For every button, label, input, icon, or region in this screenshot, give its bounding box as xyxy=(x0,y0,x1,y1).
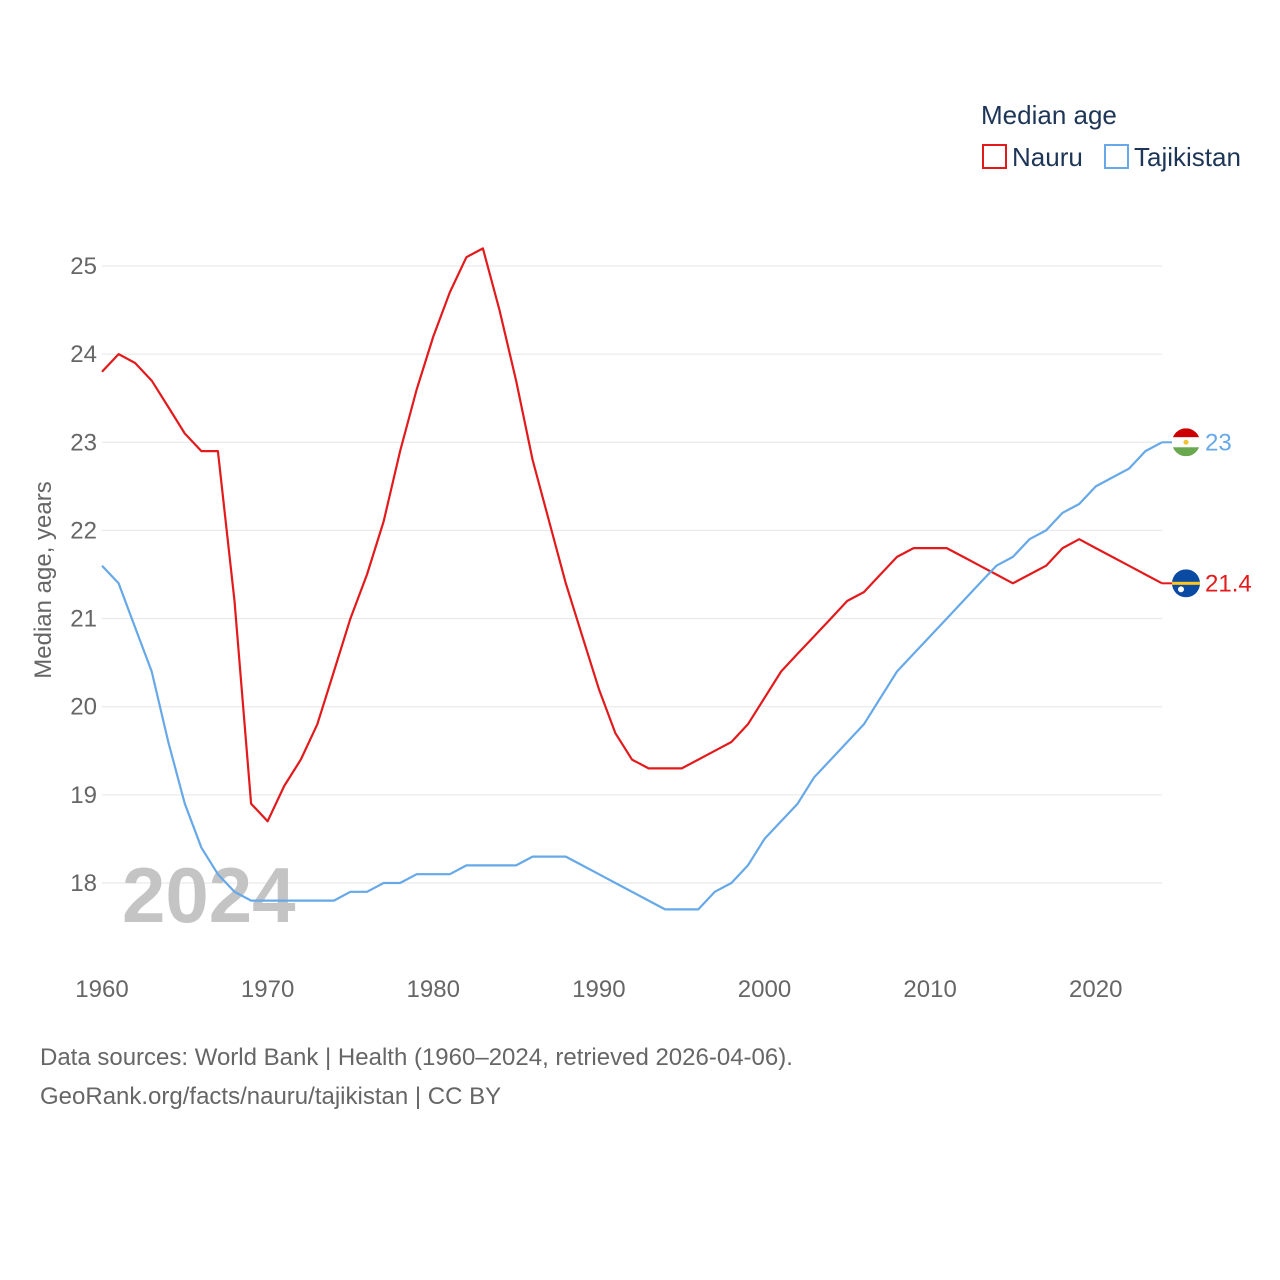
series-lines xyxy=(101,247,1163,911)
nauru-flag-icon xyxy=(1172,569,1200,598)
y-axis-label: Median age, years xyxy=(30,481,57,678)
x-tick-1970: 1970 xyxy=(241,976,294,1003)
x-tick-labels: 1960 1970 1980 1990 2000 2010 2020 xyxy=(75,976,1122,1003)
legend: Median age Nauru Tajikistan xyxy=(981,100,1241,172)
y-gridlines xyxy=(102,265,1162,884)
series-line-nauru[interactable] xyxy=(101,247,1163,823)
y-tick-24: 24 xyxy=(70,341,97,368)
y-tick-23: 23 xyxy=(70,429,97,456)
legend-swatch-tajikistan[interactable] xyxy=(1104,144,1129,169)
x-tick-1960: 1960 xyxy=(75,976,128,1003)
x-tick-2000: 2000 xyxy=(738,976,791,1003)
y-tick-labels: 18 19 20 21 22 23 24 25 xyxy=(70,253,97,897)
y-tick-22: 22 xyxy=(70,517,97,544)
legend-title: Median age xyxy=(981,100,1117,130)
x-tick-1980: 1980 xyxy=(407,976,460,1003)
x-tick-2020: 2020 xyxy=(1069,976,1122,1003)
legend-label-nauru[interactable]: Nauru xyxy=(1012,142,1083,172)
y-tick-19: 19 xyxy=(70,782,97,809)
y-tick-18: 18 xyxy=(70,870,97,897)
y-tick-25: 25 xyxy=(70,253,97,280)
attribution-link[interactable]: GeoRank.org/facts/nauru/tajikistan | CC … xyxy=(40,1083,502,1110)
legend-swatch-nauru[interactable] xyxy=(982,144,1007,169)
tajikistan-end-value: 23 xyxy=(1205,429,1232,456)
data-sources-note: Data sources: World Bank | Health (1960–… xyxy=(40,1044,793,1071)
legend-label-tajikistan[interactable]: Tajikistan xyxy=(1134,142,1241,172)
tajikistan-flag-icon xyxy=(1172,428,1200,457)
x-tick-2010: 2010 xyxy=(903,976,956,1003)
nauru-end-value: 21.4 xyxy=(1205,570,1252,597)
x-tick-1990: 1990 xyxy=(572,976,625,1003)
current-year-label: 2024 xyxy=(122,851,296,939)
series-end-markers xyxy=(1162,428,1200,598)
y-tick-21: 21 xyxy=(70,606,97,633)
y-tick-20: 20 xyxy=(70,694,97,721)
series-line-tajikistan[interactable] xyxy=(101,441,1163,911)
